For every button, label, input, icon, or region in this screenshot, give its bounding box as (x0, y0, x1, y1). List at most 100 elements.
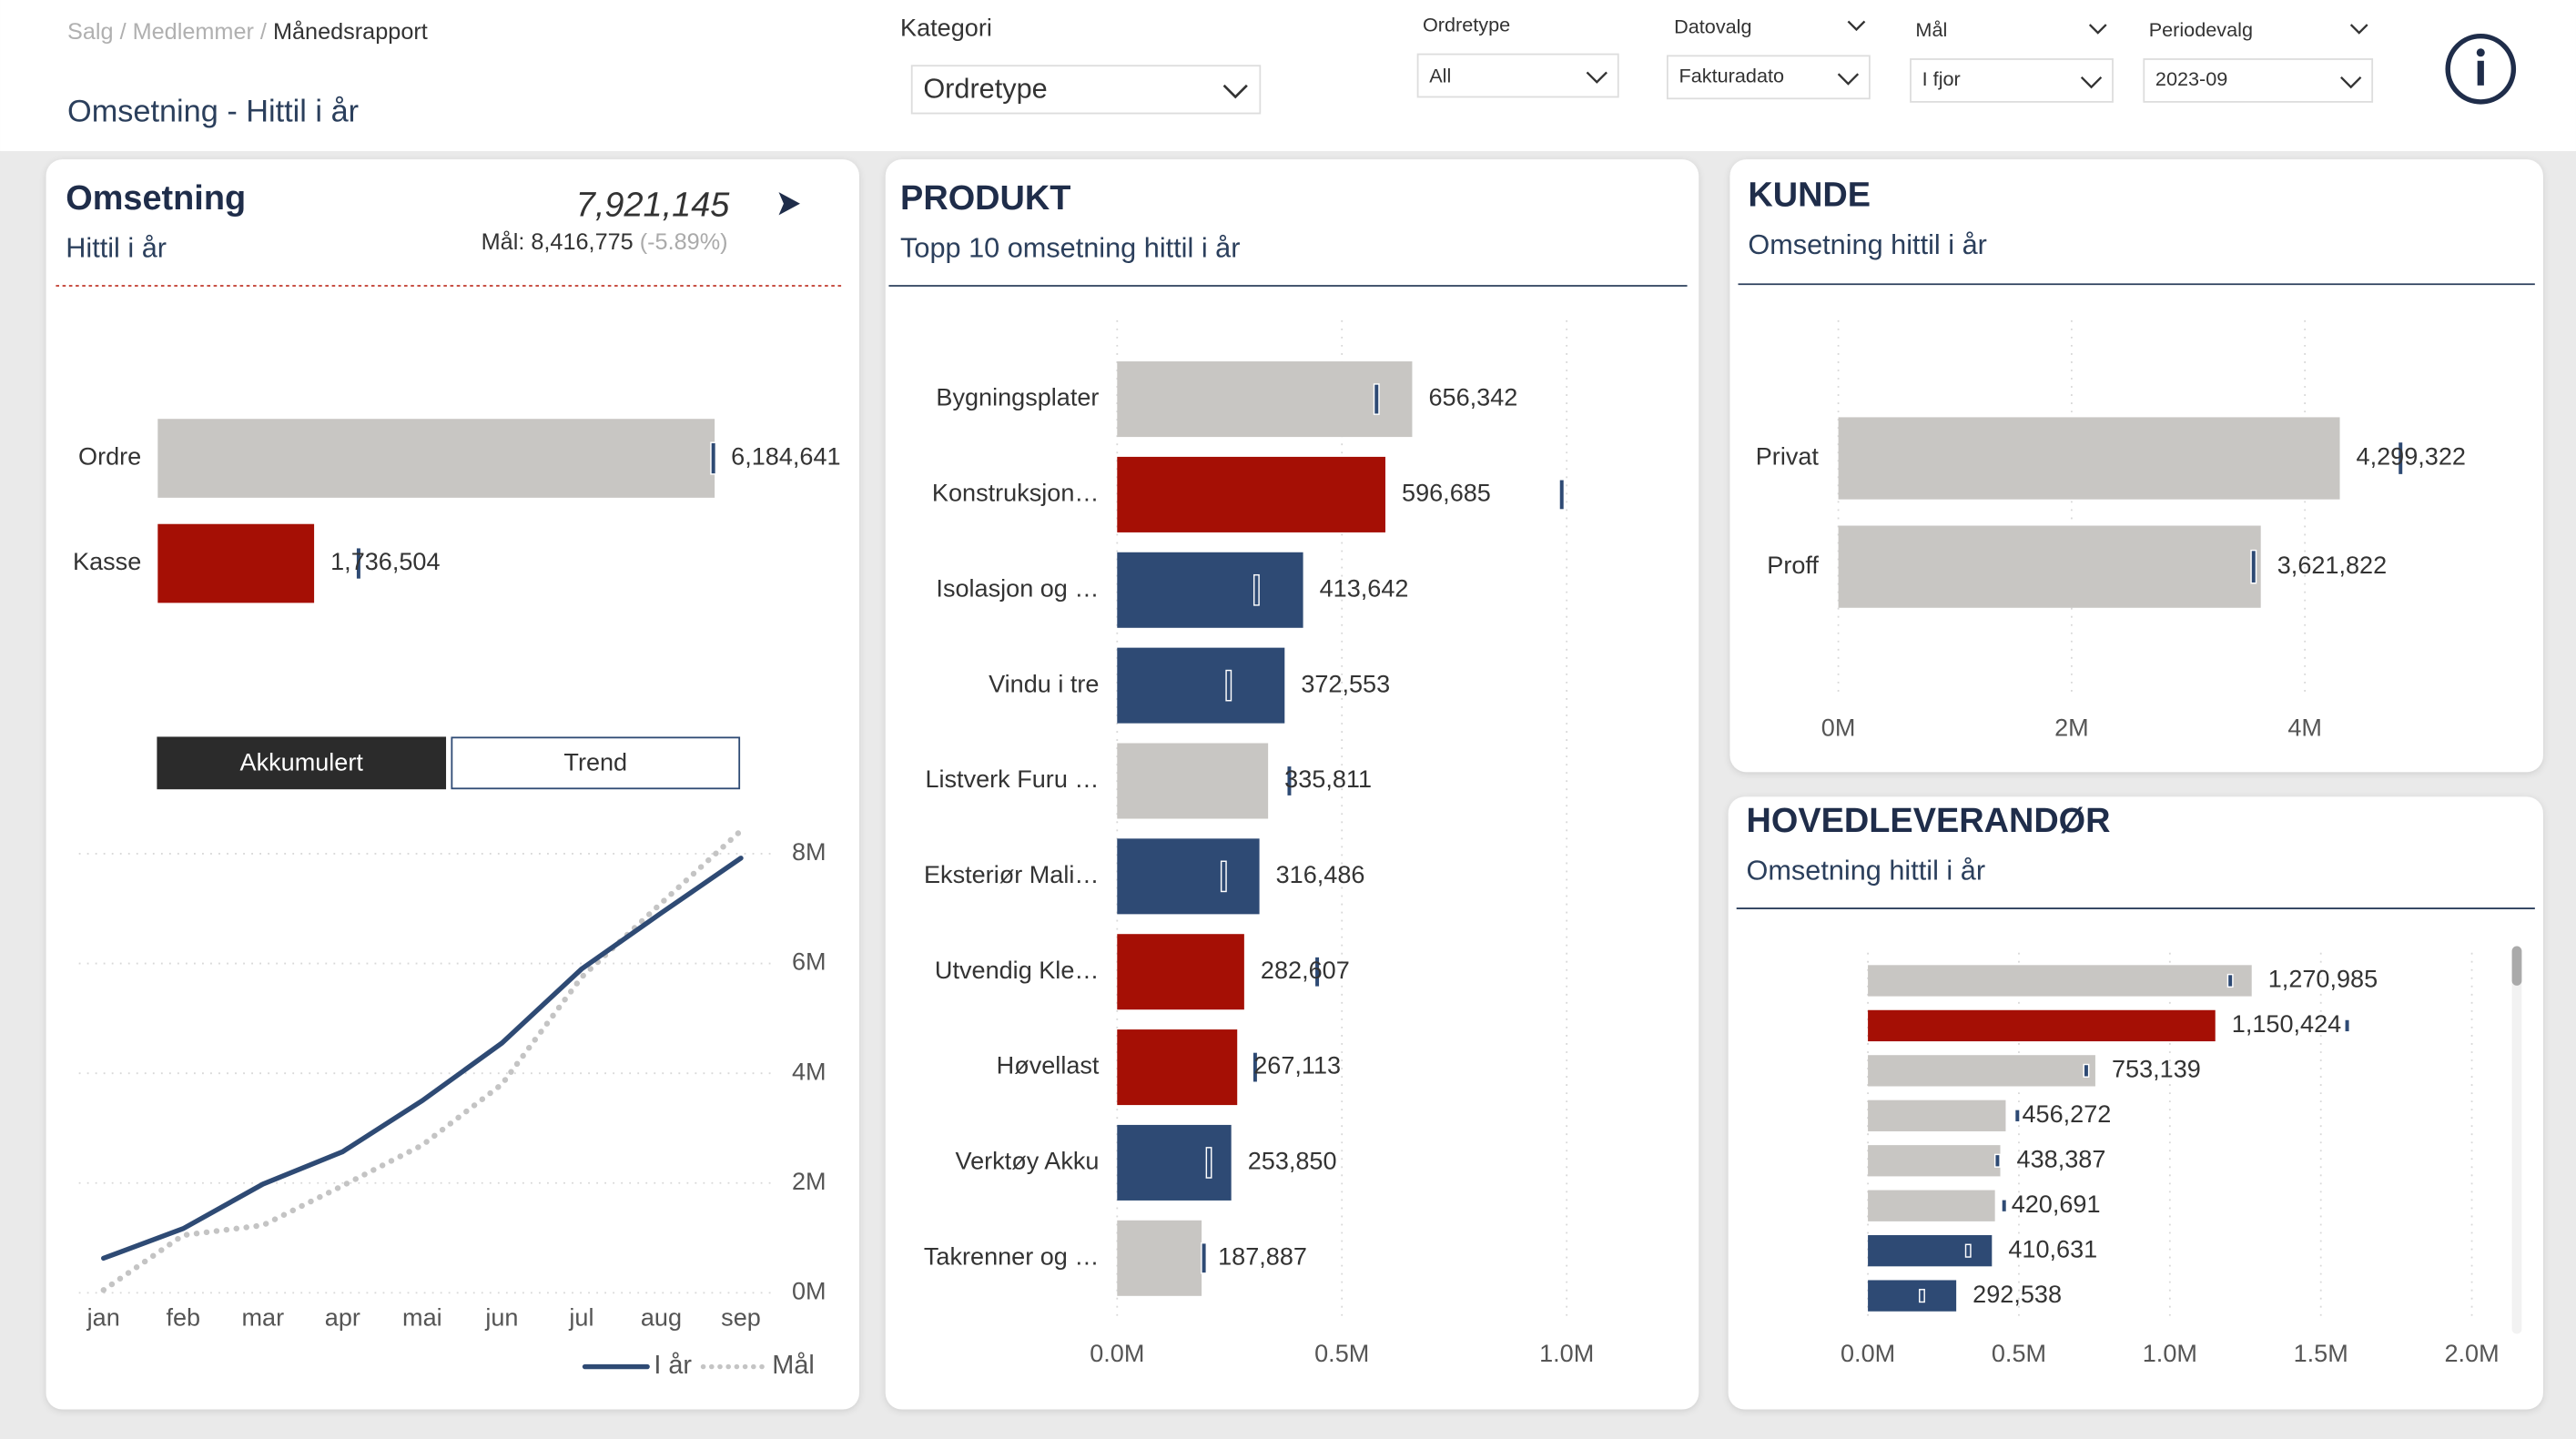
y-tick-label: 8M (792, 837, 827, 866)
kpi-value: 7,921,145 (576, 186, 730, 224)
card-subtitle: Omsetning hittil i år (1747, 854, 1986, 886)
target-marker (1205, 1147, 1212, 1179)
x-tick-label: jul (568, 1302, 593, 1331)
x-tick-label: 0M (1821, 713, 1856, 741)
chevron (2088, 24, 2107, 35)
card-title: Omsetning (66, 179, 246, 218)
category-label: Takrenner og … (924, 1241, 1100, 1270)
bar (1838, 525, 2261, 608)
x-tick-label: 2.0M (2444, 1339, 2499, 1367)
x-tick-label: 0.5M (1314, 1339, 1369, 1367)
target-marker (1313, 956, 1321, 988)
card-title: HOVEDLEVERANDØR (1747, 802, 2111, 840)
breadcrumb-current: Månedsrapport (273, 19, 428, 45)
filter-dropdown[interactable] (1416, 53, 1619, 98)
filter-label: Mål (1915, 18, 1947, 41)
value-label: 253,850 (1248, 1147, 1337, 1175)
category-label: Konstruksjon… (932, 479, 1100, 507)
category-label: Ordre (78, 442, 141, 471)
filter-dropdown[interactable] (1910, 58, 2114, 103)
filter-value: 2023-09 (2155, 67, 2227, 90)
bar (1868, 1235, 1993, 1267)
target-marker (1286, 765, 1293, 797)
info-button[interactable] (2445, 33, 2517, 105)
bar (1868, 1280, 1957, 1312)
target-marker (2250, 549, 2257, 584)
bar (1868, 1009, 2216, 1042)
x-tick-label: 1.0M (1539, 1339, 1594, 1367)
target-marker (2083, 1063, 2090, 1078)
target-marker (2013, 1109, 2021, 1123)
filter-dropdown[interactable] (910, 65, 1262, 115)
x-tick-label: feb (166, 1302, 200, 1331)
x-tick-label: aug (641, 1302, 682, 1331)
x-tick-label: 2M (2054, 713, 2089, 741)
category-label: Kasse (73, 547, 141, 575)
value-label: 4,299,322 (2357, 442, 2466, 471)
x-tick-label: apr (325, 1302, 360, 1331)
filter-label: Ordretype (1423, 14, 1510, 36)
bar (1117, 1220, 1202, 1296)
bar (1117, 743, 1269, 819)
scrollbar-thumb[interactable] (2511, 946, 2522, 986)
target-marker (1201, 1241, 1208, 1274)
chevron (1222, 84, 1248, 99)
chevron (1837, 73, 1860, 86)
filter-label: Datovalg (1674, 15, 1751, 37)
value-label: 1,270,985 (2268, 965, 2378, 993)
target-marker (355, 546, 362, 581)
y-tick-label: 2M (792, 1167, 827, 1195)
target-marker (1373, 383, 1380, 415)
toggle-button[interactable] (157, 736, 447, 790)
y-tick-label: 4M (792, 1057, 827, 1085)
bar (1117, 361, 1413, 438)
target-marker (1225, 669, 1232, 702)
filter-label: Kategori (900, 14, 992, 42)
x-tick-label: 4M (2287, 713, 2322, 741)
value-label: 1,736,504 (330, 547, 440, 575)
bar (1868, 1190, 1995, 1221)
value-label: 753,139 (2112, 1055, 2201, 1083)
chevron (2080, 76, 2103, 89)
value-label: 438,387 (2017, 1144, 2106, 1172)
category-label: Vindu i tre (989, 669, 1099, 697)
x-tick-label: 0.5M (1992, 1339, 2046, 1367)
value-label: 292,538 (1973, 1280, 2062, 1308)
target-marker (1253, 573, 1260, 606)
category-label: Privat (1756, 442, 1820, 471)
target-marker (2397, 441, 2404, 476)
bar (1117, 1029, 1238, 1106)
x-tick-label: 1.5M (2294, 1339, 2348, 1367)
breadcrumb-path[interactable]: Salg / Medlemmer / (67, 19, 268, 45)
target-marker (2001, 1199, 2008, 1213)
category-label: Bygningsplater (936, 383, 1099, 411)
x-tick-label: sep (721, 1302, 761, 1331)
bar (1868, 1055, 2095, 1087)
card (1728, 796, 2543, 1410)
card-title: KUNDE (1748, 177, 1871, 215)
page-title: Omsetning - Hittil i år (67, 95, 359, 129)
category-label: Proff (1767, 551, 1819, 579)
bar (1117, 934, 1244, 1010)
value-label: 413,642 (1320, 573, 1409, 602)
target-marker (1558, 479, 1566, 511)
value-label: 267,113 (1253, 1051, 1341, 1079)
filter-dropdown[interactable] (2143, 58, 2374, 103)
info-stem (2477, 60, 2484, 86)
info-dot (2476, 48, 2485, 57)
filter-dropdown[interactable] (1667, 55, 1871, 100)
breadcrumb: Salg / Medlemmer / Månedsrapport (67, 19, 428, 45)
toggle-button[interactable] (451, 736, 741, 790)
target-marker (1919, 1289, 1925, 1303)
kpi-target-value: Mål: 8,416,775 (482, 229, 634, 255)
drill-arrow[interactable] (778, 192, 800, 216)
legend-label: Mål (772, 1351, 815, 1380)
bar (1117, 1124, 1232, 1201)
y-tick-label: 6M (792, 948, 827, 976)
y-tick-label: 0M (792, 1277, 827, 1305)
target-marker (2344, 1018, 2350, 1033)
toggle-button-label: Akkumulert (240, 747, 364, 775)
bar (1868, 1100, 2006, 1131)
category-label: Listverk Furu … (925, 765, 1099, 793)
